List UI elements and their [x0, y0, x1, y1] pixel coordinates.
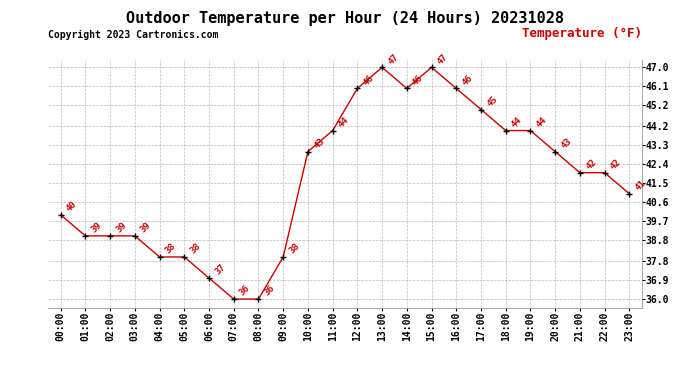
Text: 45: 45: [485, 94, 499, 108]
Text: Temperature (°F): Temperature (°F): [522, 27, 642, 40]
Text: 36: 36: [263, 284, 277, 298]
Text: 44: 44: [535, 115, 549, 129]
Text: 47: 47: [386, 52, 400, 66]
Text: 43: 43: [560, 136, 573, 150]
Text: 40: 40: [65, 200, 79, 213]
Text: 39: 39: [90, 220, 104, 234]
Text: 38: 38: [188, 242, 202, 255]
Text: 39: 39: [139, 220, 153, 234]
Text: 39: 39: [115, 220, 128, 234]
Text: 44: 44: [510, 115, 524, 129]
Text: 41: 41: [633, 178, 647, 192]
Text: 38: 38: [287, 242, 302, 255]
Text: 42: 42: [609, 158, 623, 171]
Text: 43: 43: [312, 136, 326, 150]
Text: 47: 47: [435, 52, 450, 66]
Text: 42: 42: [584, 158, 598, 171]
Text: 46: 46: [362, 73, 375, 87]
Text: Copyright 2023 Cartronics.com: Copyright 2023 Cartronics.com: [48, 30, 219, 40]
Text: 46: 46: [460, 73, 475, 87]
Text: 36: 36: [238, 284, 252, 298]
Text: 38: 38: [164, 242, 178, 255]
Text: Outdoor Temperature per Hour (24 Hours) 20231028: Outdoor Temperature per Hour (24 Hours) …: [126, 11, 564, 26]
Text: 44: 44: [337, 115, 351, 129]
Text: 37: 37: [213, 262, 227, 277]
Text: 46: 46: [411, 73, 425, 87]
